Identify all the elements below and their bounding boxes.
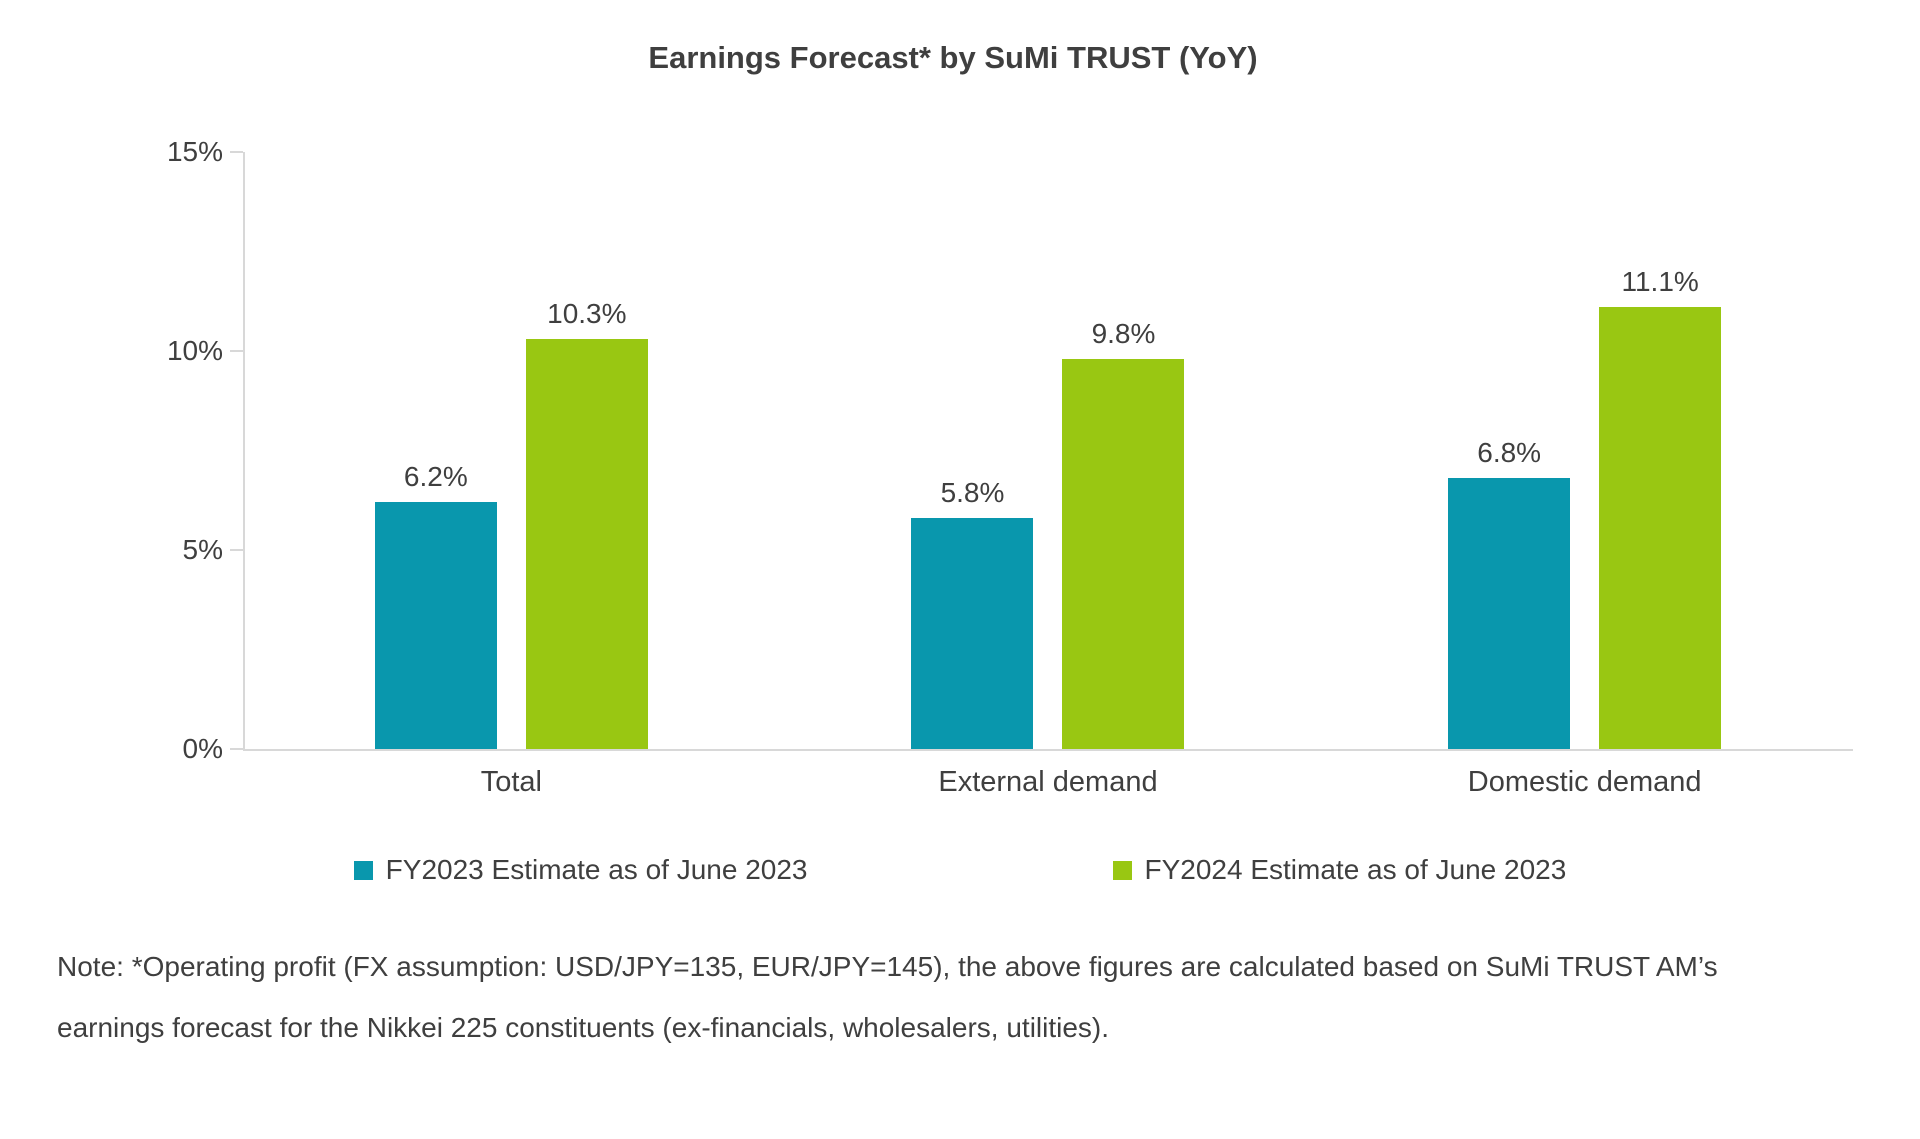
- bar-group-domestic-demand: 6.8% 11.1%: [1316, 152, 1853, 749]
- legend-item-fy2024: FY2024 Estimate as of June 2023: [1112, 852, 1567, 888]
- data-label: 11.1%: [1621, 266, 1699, 298]
- bar-group-total: 6.2% 10.3%: [243, 152, 780, 749]
- legend: FY2023 Estimate as of June 2023 FY2024 Es…: [0, 852, 1920, 888]
- legend-label: FY2023 Estimate as of June 2023: [385, 854, 808, 885]
- x-axis-labels: Total External demand Domestic demand: [243, 766, 1853, 799]
- y-axis-line: [243, 152, 245, 749]
- bar-group-external-demand: 5.8% 9.8%: [780, 152, 1317, 749]
- y-axis-tick-label: 15%: [166, 136, 223, 167]
- bar-fy2023-total: 6.2%: [374, 461, 497, 749]
- y-axis-tick: [230, 549, 243, 551]
- y-axis-tick-label: 10%: [166, 335, 223, 366]
- legend-marker-icon: [1112, 860, 1132, 880]
- chart-title: Earnings Forecast* by SuMi TRUST (YoY): [648, 40, 1258, 75]
- y-axis-tick-label: 5%: [182, 534, 223, 565]
- x-axis-label: Total: [480, 766, 542, 798]
- bar-fy2023-domestic-demand: 6.8%: [1448, 437, 1571, 749]
- y-axis-tick: [230, 748, 243, 750]
- data-label: 10.3%: [547, 298, 627, 330]
- x-axis-line: [243, 749, 1853, 751]
- y-axis-tick-label: 0%: [182, 733, 223, 764]
- legend-item-fy2023: FY2023 Estimate as of June 2023: [353, 852, 808, 888]
- legend-marker-icon: [353, 860, 373, 880]
- legend-label: FY2024 Estimate as of June 2023: [1144, 854, 1567, 885]
- y-axis-tick: [230, 350, 243, 352]
- x-axis-label: Domestic demand: [1467, 766, 1702, 798]
- bar-fy2024-total: 10.3%: [525, 298, 648, 749]
- note-text: Note: *Operating profit (FX assumption: …: [57, 951, 1718, 1043]
- data-label: 6.8%: [1477, 437, 1542, 469]
- data-label: 6.2%: [403, 461, 468, 493]
- x-axis-label: External demand: [938, 766, 1158, 798]
- plot-area: 0% 5% 10% 15% 6.2% 10.3% 5.8% 9.8% 6.8% 11.1%: [167, 136, 1853, 764]
- data-label: 9.8%: [1091, 317, 1156, 349]
- bar-fy2024-domestic-demand: 11.1%: [1599, 266, 1722, 749]
- data-label: 5.8%: [940, 477, 1005, 509]
- bar-fy2023-external-demand: 5.8%: [911, 477, 1034, 749]
- bar-fy2024-external-demand: 9.8%: [1062, 318, 1185, 749]
- y-axis-tick: [230, 151, 243, 153]
